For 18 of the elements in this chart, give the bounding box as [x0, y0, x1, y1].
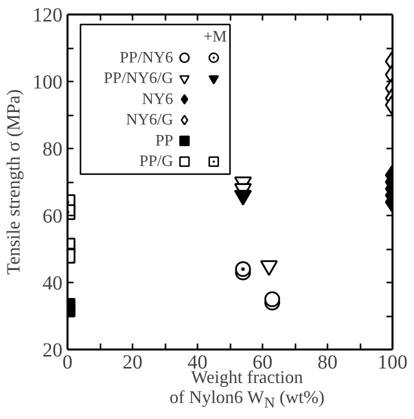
legend-label: PP/NY6 — [120, 49, 174, 66]
y-tick-label: 60 — [42, 206, 62, 228]
y-tick-label: 120 — [32, 4, 62, 26]
x-tick-label: 0 — [62, 352, 72, 374]
legend-label: PP/NY6/G — [104, 70, 174, 88]
x-tick-label: 80 — [318, 352, 338, 374]
y-axis-title: Tensile strength σ (MPa) — [4, 89, 24, 275]
x-tick-label: 20 — [122, 352, 142, 374]
x-tick-label: 60 — [252, 352, 272, 374]
y-tick-label: 100 — [32, 72, 62, 94]
legend-title: +M — [204, 28, 227, 46]
legend-label: NY6/G — [126, 112, 174, 129]
y-tick-label: 40 — [42, 272, 62, 294]
legend-label: NY6 — [142, 90, 174, 108]
legend-label: PP/G — [139, 153, 174, 170]
x-tick-label: 100 — [378, 352, 408, 374]
legend-label: PP — [155, 132, 174, 150]
y-tick-label: 80 — [42, 138, 62, 160]
